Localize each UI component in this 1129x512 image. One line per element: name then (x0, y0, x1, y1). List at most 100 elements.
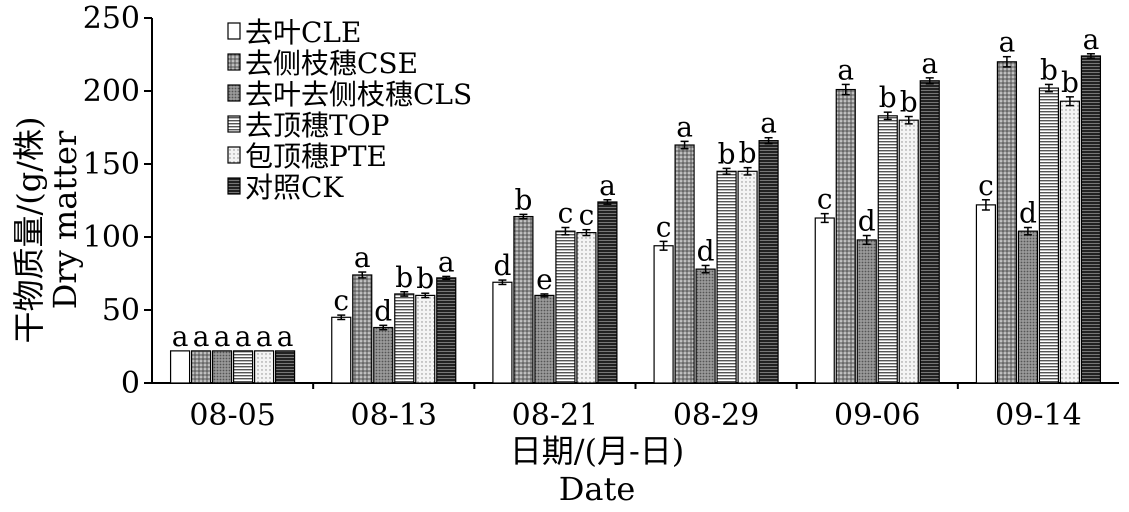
bar (253, 350, 275, 384)
significance-label: a (354, 241, 371, 274)
bar (436, 277, 457, 384)
bar (274, 350, 296, 384)
bar (169, 350, 191, 384)
bar (555, 230, 576, 384)
x-tick-label: 08-13 (351, 398, 437, 433)
significance-label: d (1019, 197, 1037, 230)
bar (653, 245, 674, 384)
significance-label: a (760, 107, 777, 140)
legend-swatch (227, 84, 241, 102)
significance-label: b (514, 183, 532, 216)
legend-label: 去顶穗TOP (245, 109, 389, 142)
significance-label: a (193, 320, 210, 353)
legend-swatch (227, 177, 241, 195)
bar (975, 204, 997, 384)
significance-label: a (921, 47, 938, 80)
significance-label: c (656, 210, 672, 243)
significance-label: b (1040, 53, 1058, 86)
bar (1059, 100, 1081, 384)
significance-label: b (900, 86, 918, 119)
significance-label: a (837, 53, 854, 86)
bar (898, 119, 919, 384)
significance-label: c (579, 199, 595, 232)
significance-label: a (235, 320, 252, 353)
significance-label: a (214, 320, 231, 353)
legend-swatch (227, 115, 241, 133)
significance-label: a (999, 26, 1016, 59)
significance-label: d (374, 294, 392, 327)
x-axis-title-en: Date (559, 470, 636, 508)
y-tick-label: 150 (83, 147, 140, 182)
bar (996, 61, 1018, 384)
significance-label: d (858, 205, 876, 238)
significance-label: e (536, 263, 553, 296)
bar (674, 144, 695, 384)
y-tick-label: 50 (102, 293, 140, 328)
legend-label: 去叶去侧枝穗CLS (245, 78, 472, 111)
bar (352, 274, 373, 384)
bar (190, 350, 212, 384)
y-tick-label: 200 (83, 74, 140, 109)
x-tick-label: 08-05 (189, 398, 275, 433)
significance-label: a (599, 169, 616, 202)
significance-label: b (1061, 66, 1079, 99)
y-axis-title: 干物质量/(g/株) (10, 116, 48, 343)
legend-label: 对照CK (245, 171, 344, 204)
bar (415, 294, 436, 384)
x-tick-label: 09-06 (834, 398, 920, 433)
legend-label: 包顶穗PTE (245, 140, 387, 173)
significance-label: c (558, 197, 574, 230)
x-axis-title: 日期/(月-日) (510, 432, 685, 470)
y-ticks: 0 50 100 150 200 250 (83, 1, 152, 401)
bar (1080, 55, 1102, 384)
bar (534, 294, 555, 384)
bar (331, 316, 352, 384)
y-tick-label: 0 (121, 366, 140, 401)
y-tick-label: 250 (83, 1, 140, 36)
bar (597, 201, 618, 384)
x-tick-label: 08-21 (512, 398, 598, 433)
significance-label: b (395, 261, 413, 294)
bar (576, 232, 597, 384)
bar (856, 239, 877, 384)
legend-label: 去叶CLE (245, 16, 361, 49)
y-tick-label: 100 (83, 220, 140, 255)
significance-label: c (978, 169, 994, 202)
bar (373, 326, 394, 384)
bar (394, 293, 415, 384)
bar (695, 268, 716, 384)
bar (919, 80, 940, 384)
bar (513, 215, 534, 384)
bar (1038, 87, 1060, 384)
y-axis-title-en: Dry matter (46, 130, 84, 309)
x-tick-label: 08-29 (673, 398, 759, 433)
significance-label: b (879, 81, 897, 114)
bar (877, 115, 898, 384)
bar (232, 350, 254, 384)
significance-label: b (718, 137, 736, 170)
bar (737, 170, 758, 384)
significance-label: a (277, 320, 294, 353)
significance-label: c (333, 284, 349, 317)
significance-label: a (438, 245, 455, 278)
bar (492, 281, 513, 384)
bar (716, 170, 737, 384)
significance-label: d (493, 249, 511, 282)
significance-label: a (256, 320, 273, 353)
legend-swatch (227, 53, 241, 71)
significance-label: a (172, 320, 189, 353)
significance-label: b (416, 262, 434, 295)
bar (211, 350, 233, 384)
bar (835, 88, 856, 384)
bar (758, 140, 779, 384)
legend-swatch (227, 146, 241, 164)
bar (814, 217, 835, 384)
legend-swatch (227, 22, 241, 40)
bar (1017, 230, 1039, 384)
significance-label: a (676, 110, 693, 143)
legend-label: 去侧枝穗CSE (245, 47, 418, 80)
significance-label: b (739, 137, 757, 170)
